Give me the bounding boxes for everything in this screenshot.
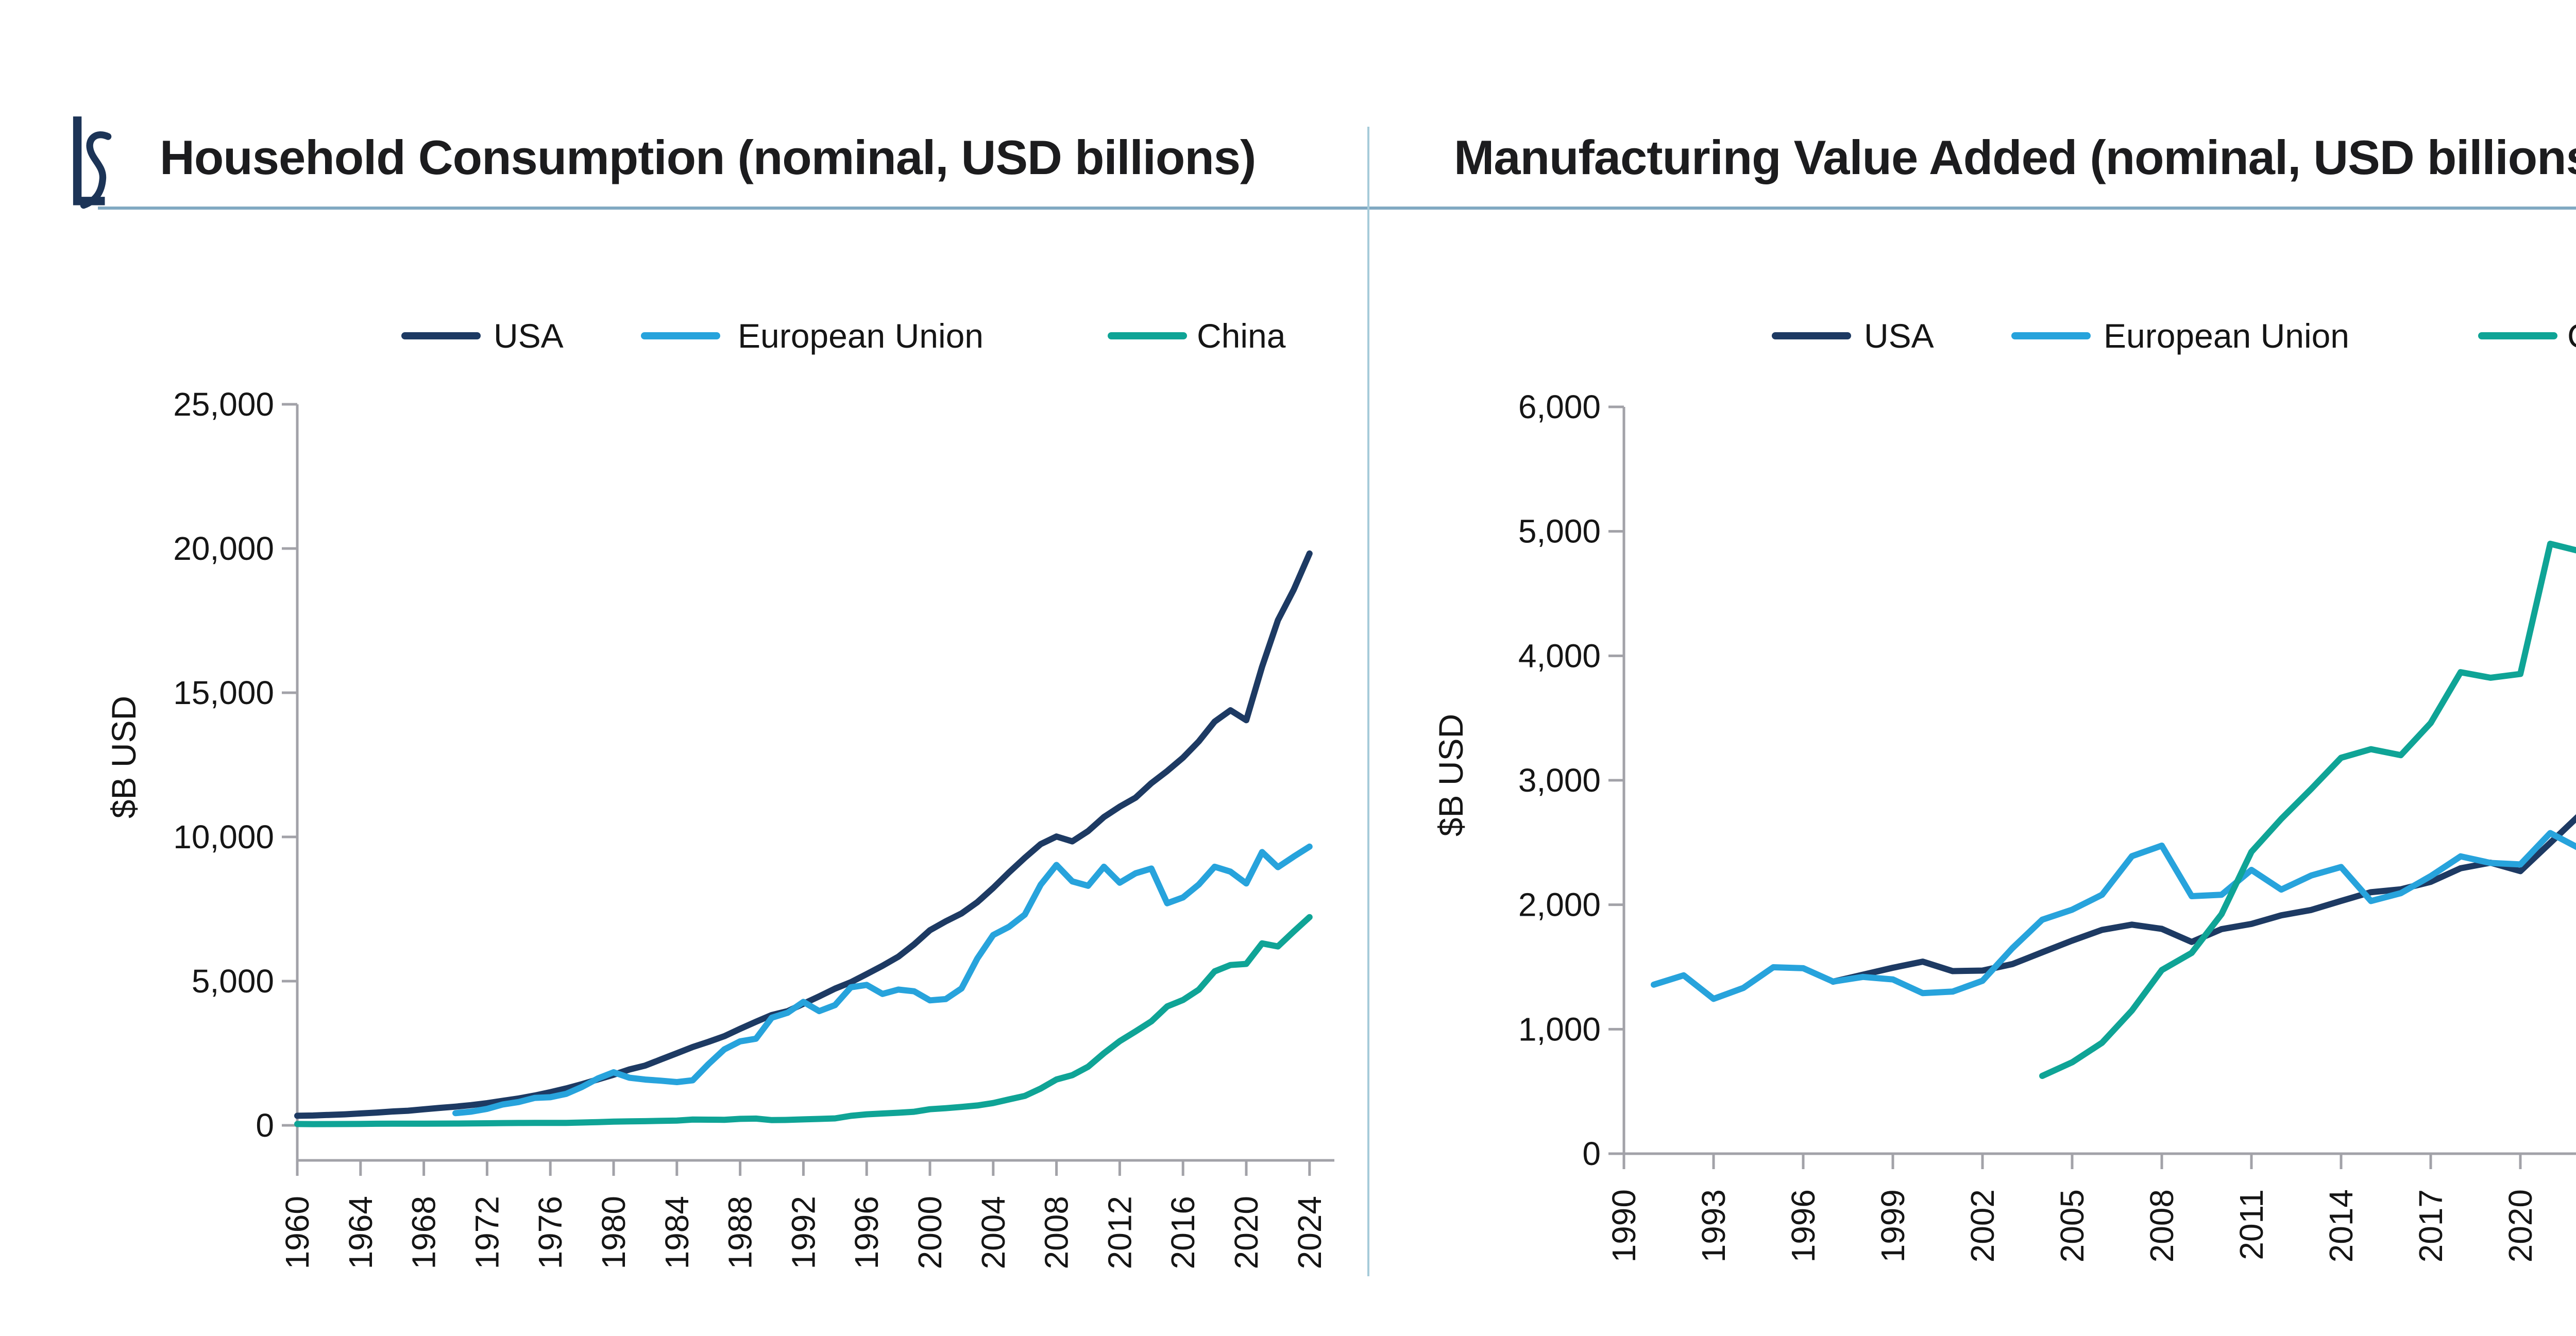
y-tick-label: 3,000 xyxy=(1518,762,1601,799)
x-tick-label: 2008 xyxy=(2143,1189,2180,1262)
x-tick-label: 2002 xyxy=(1964,1189,2001,1262)
legend-label-china: China xyxy=(1197,317,1286,355)
x-tick-label: 2020 xyxy=(2502,1189,2539,1262)
y-axis-title: $B USD xyxy=(105,696,143,818)
x-tick-label: 1996 xyxy=(1785,1189,1822,1262)
y-tick-label: 5,000 xyxy=(192,963,274,1000)
x-tick-label: 1968 xyxy=(405,1196,443,1269)
x-tick-label: 1993 xyxy=(1695,1189,1732,1262)
y-tick-label: 0 xyxy=(1582,1135,1601,1172)
x-tick-label: 1972 xyxy=(468,1196,505,1269)
eu-line xyxy=(1651,830,2576,1002)
x-tick-label: 2014 xyxy=(2323,1189,2360,1262)
x-tick-label: 1992 xyxy=(785,1196,822,1269)
y-tick-label: 6,000 xyxy=(1518,388,1601,425)
x-tick-label: 2005 xyxy=(2054,1189,2091,1262)
x-tick-label: 1999 xyxy=(1874,1189,1911,1262)
legend-label-usa: USA xyxy=(1864,317,1934,355)
x-tick-label: 2000 xyxy=(911,1196,948,1269)
legend-label-eu: European Union xyxy=(738,317,984,355)
y-tick-label: 1,000 xyxy=(1518,1010,1601,1048)
x-tick-label: 1990 xyxy=(1605,1189,1642,1262)
y-tick-label: 25,000 xyxy=(173,386,274,423)
x-tick-label: 1984 xyxy=(658,1196,696,1269)
y-tick-label: 20,000 xyxy=(173,530,274,567)
usa-line xyxy=(294,550,1313,1119)
china-line xyxy=(294,914,1313,1127)
x-tick-label: 1960 xyxy=(279,1196,316,1269)
x-tick-label: 2012 xyxy=(1101,1196,1138,1269)
panel-divider xyxy=(1367,127,1369,1276)
y-tick-label: 0 xyxy=(256,1107,274,1144)
y-axis-title: $B USD xyxy=(1432,714,1470,836)
ls-logo xyxy=(73,116,112,209)
y-tick-label: 10,000 xyxy=(173,818,274,855)
x-tick-label: 2011 xyxy=(2233,1189,2270,1260)
legend-label-china: China xyxy=(2567,317,2576,355)
x-tick-label: 2016 xyxy=(1164,1196,1201,1269)
x-tick-label: 1976 xyxy=(532,1196,569,1269)
x-tick-label: 1980 xyxy=(595,1196,632,1269)
y-tick-label: 4,000 xyxy=(1518,637,1601,674)
header-underline xyxy=(98,207,2576,210)
x-tick-label: 1988 xyxy=(722,1196,759,1269)
logo-l-glyph xyxy=(73,116,105,205)
y-tick-label: 5,000 xyxy=(1518,513,1601,550)
china-line xyxy=(2039,540,2576,1079)
manufacturing-chart: 0 1,000 2,000 3,000 4,000 5,000 6,000 1990 1993 1… xyxy=(1432,317,2576,1262)
axis-spines xyxy=(296,404,1334,1162)
x-tick-label: 2020 xyxy=(1228,1196,1265,1269)
usa-line xyxy=(1830,814,2576,985)
legend-label-usa: USA xyxy=(494,317,564,355)
household-consumption-chart: 0 5,000 10,000 15,000 20,000 25,000 1960 1964 19… xyxy=(105,317,1334,1269)
x-tick-label: 1996 xyxy=(848,1196,885,1269)
y-tick-label: 2,000 xyxy=(1518,886,1601,923)
legend-label-eu: European Union xyxy=(2104,317,2349,355)
x-tick-label: 2004 xyxy=(975,1196,1012,1269)
x-tick-label: 2017 xyxy=(2412,1189,2449,1262)
chart-title-household: Household Consumption (nominal, USD bill… xyxy=(160,130,1256,184)
eu-line xyxy=(452,843,1313,1117)
y-tick-label: 15,000 xyxy=(173,674,274,711)
logo-s-glyph xyxy=(80,131,112,209)
x-tick-label: 2008 xyxy=(1038,1196,1075,1269)
x-tick-label: 1964 xyxy=(342,1196,379,1269)
x-tick-label: 2024 xyxy=(1291,1196,1328,1269)
chart-title-manufacturing: Manufacturing Value Added (nominal, USD … xyxy=(1454,130,2576,184)
